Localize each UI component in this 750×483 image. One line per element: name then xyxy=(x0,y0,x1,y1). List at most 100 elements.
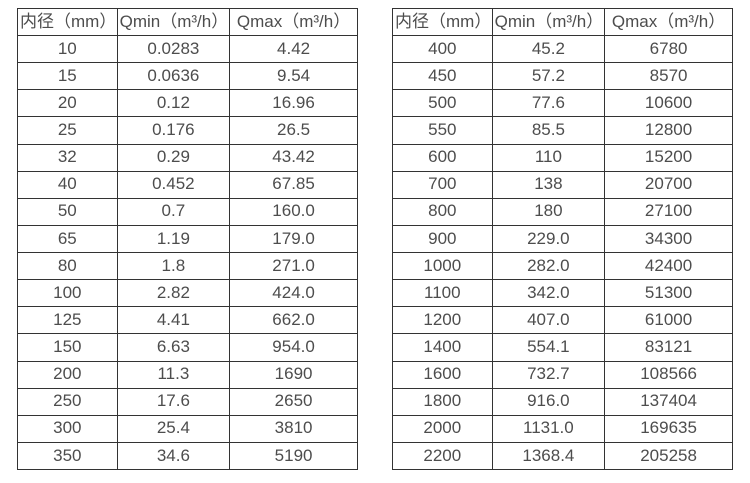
table-row: 50 0.7 160.0 xyxy=(17,197,358,226)
table-cell: 600 xyxy=(392,143,493,172)
table-row: 2000 1131.0 169635 xyxy=(392,414,733,443)
table-cell: 0.0283 xyxy=(116,34,231,64)
table-cell: 150 xyxy=(17,333,118,362)
table-cell: 424.0 xyxy=(229,279,358,308)
table-cell: 282.0 xyxy=(491,251,606,281)
table-cell: 50 xyxy=(17,197,118,226)
table-cell: 2200 xyxy=(392,441,493,471)
table-row: 400 45.2 6780 xyxy=(392,34,733,64)
table-cell: 43.42 xyxy=(229,143,358,172)
table-row: 700 138 20700 xyxy=(392,170,733,199)
table-row: 250 17.6 2650 xyxy=(17,387,358,416)
table-cell: 6780 xyxy=(604,34,733,64)
table-row: 80 1.8 271.0 xyxy=(17,251,358,281)
table-cell: 800 xyxy=(392,197,493,226)
table-cell: 0.29 xyxy=(116,143,231,172)
table-row: 65 1.19 179.0 xyxy=(17,224,358,254)
table-cell: 500 xyxy=(392,89,493,118)
table-cell: 1400 xyxy=(392,333,493,362)
table-cell: 16.96 xyxy=(229,89,358,118)
table-cell: 83121 xyxy=(604,333,733,362)
table-cell: 1600 xyxy=(392,360,493,389)
table-cell: 10600 xyxy=(604,89,733,118)
header-inner-diameter: 内径（mm） xyxy=(392,8,493,36)
table-row: 2200 1368.4 205258 xyxy=(392,441,733,471)
table-cell: 0.176 xyxy=(116,116,231,145)
table-cell: 2650 xyxy=(229,387,358,416)
table-cell: 32 xyxy=(17,143,118,172)
table-row: 800 180 27100 xyxy=(392,197,733,226)
table-cell: 45.2 xyxy=(491,34,606,64)
table-row: 200 11.3 1690 xyxy=(17,360,358,389)
table-cell: 3810 xyxy=(229,414,358,443)
table-cell: 1000 xyxy=(392,251,493,281)
table-cell: 0.7 xyxy=(116,197,231,226)
header-qmin: Qmin（m³/h） xyxy=(491,8,606,36)
table-cell: 1.8 xyxy=(116,251,231,281)
table-cell: 10 xyxy=(17,34,118,64)
table-cell: 229.0 xyxy=(491,224,606,254)
table-row: 550 85.5 12800 xyxy=(392,116,733,145)
table-cell: 900 xyxy=(392,224,493,254)
header-qmin: Qmin（m³/h） xyxy=(116,8,231,36)
table-cell: 34.6 xyxy=(116,441,231,471)
table-cell: 407.0 xyxy=(491,306,606,335)
table-cell: 17.6 xyxy=(116,387,231,416)
table-cell: 169635 xyxy=(604,414,733,443)
table-cell: 34300 xyxy=(604,224,733,254)
table-cell: 15200 xyxy=(604,143,733,172)
table-cell: 1200 xyxy=(392,306,493,335)
table-body-large-diameters: 400 45.2 6780 450 57.2 8570 500 77.6 10600 550 85.… xyxy=(392,34,733,471)
table-row: 20 0.12 16.96 xyxy=(17,89,358,118)
table-cell: 400 xyxy=(392,34,493,64)
table-cell: 40 xyxy=(17,170,118,199)
table-row: 300 25.4 3810 xyxy=(17,414,358,443)
table-row: 1000 282.0 42400 xyxy=(392,251,733,281)
table-row: 125 4.41 662.0 xyxy=(17,306,358,335)
table-cell: 662.0 xyxy=(229,306,358,335)
table-cell: 108566 xyxy=(604,360,733,389)
table-cell: 25 xyxy=(17,116,118,145)
table-cell: 5190 xyxy=(229,441,358,471)
table-cell: 0.12 xyxy=(116,89,231,118)
table-cell: 732.7 xyxy=(491,360,606,389)
table-cell: 205258 xyxy=(604,441,733,471)
table-cell: 137404 xyxy=(604,387,733,416)
table-row: 150 6.63 954.0 xyxy=(17,333,358,362)
table-cell: 25.4 xyxy=(116,414,231,443)
table-cell: 57.2 xyxy=(491,62,606,91)
header-row: 内径（mm） Qmin（m³/h） Qmax（m³/h） xyxy=(17,8,358,36)
table-cell: 0.452 xyxy=(116,170,231,199)
table-cell: 12800 xyxy=(604,116,733,145)
table-cell: 85.5 xyxy=(491,116,606,145)
table-cell: 138 xyxy=(491,170,606,199)
table-row: 1400 554.1 83121 xyxy=(392,333,733,362)
table-row: 1200 407.0 61000 xyxy=(392,306,733,335)
table-row: 25 0.176 26.5 xyxy=(17,116,358,145)
table-cell: 554.1 xyxy=(491,333,606,362)
table-cell: 11.3 xyxy=(116,360,231,389)
table-cell: 1.19 xyxy=(116,224,231,254)
table-row: 1800 916.0 137404 xyxy=(392,387,733,416)
table-row: 350 34.6 5190 xyxy=(17,441,358,471)
table-cell: 300 xyxy=(17,414,118,443)
table-cell: 250 xyxy=(17,387,118,416)
table-cell: 350 xyxy=(17,441,118,471)
table-cell: 125 xyxy=(17,306,118,335)
table-cell: 15 xyxy=(17,62,118,91)
table-cell: 916.0 xyxy=(491,387,606,416)
table-cell: 2000 xyxy=(392,414,493,443)
table-cell: 0.0636 xyxy=(116,62,231,91)
table-row: 10 0.0283 4.42 xyxy=(17,34,358,64)
table-cell: 954.0 xyxy=(229,333,358,362)
table-cell: 4.42 xyxy=(229,34,358,64)
table-cell: 200 xyxy=(17,360,118,389)
table-cell: 110 xyxy=(491,143,606,172)
table-cell: 65 xyxy=(17,224,118,254)
table-cell: 1131.0 xyxy=(491,414,606,443)
table-cell: 342.0 xyxy=(491,279,606,308)
flow-spec-table-large-diameters: 内径（mm） Qmin（m³/h） Qmax（m³/h） 400 45.2 6780… xyxy=(392,8,733,471)
table-cell: 20 xyxy=(17,89,118,118)
table-cell: 9.54 xyxy=(229,62,358,91)
